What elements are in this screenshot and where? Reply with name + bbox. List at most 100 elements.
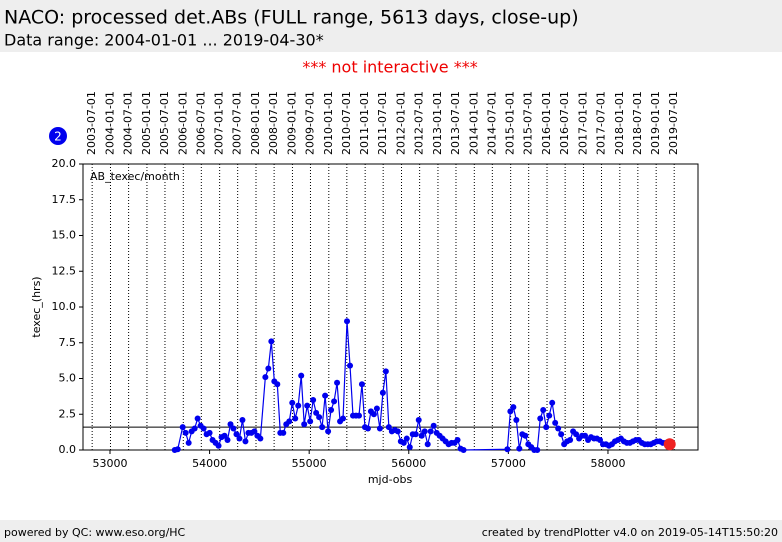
point xyxy=(573,431,580,438)
point xyxy=(206,429,213,436)
top-tick-label: 2009-01-01 xyxy=(285,91,298,155)
point xyxy=(370,411,377,418)
top-tick-label: 2015-07-01 xyxy=(522,91,535,155)
point xyxy=(355,412,362,419)
top-tick-label: 2004-01-01 xyxy=(103,91,116,155)
point xyxy=(516,445,523,452)
subtitle: Data range: 2004-01-01 ... 2019-04-30* xyxy=(4,31,324,50)
header-band xyxy=(0,0,782,52)
y-tick-label: 12.5 xyxy=(52,264,77,277)
footer-band xyxy=(0,520,782,542)
point xyxy=(265,365,272,372)
footer-right: created by trendPlotter v4.0 on 2019-05-… xyxy=(482,526,778,539)
point xyxy=(394,428,401,435)
point xyxy=(280,429,287,436)
point xyxy=(596,436,603,443)
point xyxy=(200,425,207,432)
top-tick-label: 2016-07-01 xyxy=(558,91,571,155)
point xyxy=(385,424,392,431)
x-tick-label: 57000 xyxy=(491,457,526,470)
point xyxy=(400,439,407,446)
top-tick-label: 2014-01-01 xyxy=(467,91,480,155)
point xyxy=(460,447,467,453)
point xyxy=(427,428,434,435)
point xyxy=(543,424,550,431)
point xyxy=(307,418,314,425)
top-tick-label: 2006-07-01 xyxy=(194,91,207,155)
point xyxy=(194,415,201,422)
badge: 2 xyxy=(54,130,62,144)
footer-left: powered by QC: www.eso.org/HC xyxy=(4,526,186,539)
point xyxy=(331,398,338,405)
point xyxy=(274,381,281,388)
title: NACO: processed det.ABs (FULL range, 561… xyxy=(4,7,579,29)
point xyxy=(313,409,320,416)
notice: *** not interactive *** xyxy=(302,58,477,77)
top-tick-label: 2017-07-01 xyxy=(594,91,607,155)
y-tick-label: 17.5 xyxy=(52,193,77,206)
point xyxy=(236,435,243,442)
top-tick-label: 2014-07-01 xyxy=(485,91,498,155)
point xyxy=(322,392,329,399)
x-tick-label: 56000 xyxy=(391,457,426,470)
point xyxy=(379,389,386,396)
point xyxy=(421,428,428,435)
top-tick-label: 2006-01-01 xyxy=(176,91,189,155)
top-tick-label: 2019-07-01 xyxy=(667,91,680,155)
point xyxy=(185,439,192,446)
point xyxy=(424,441,431,448)
point xyxy=(298,372,305,379)
top-tick-label: 2011-01-01 xyxy=(358,91,371,155)
point xyxy=(430,422,437,429)
point xyxy=(534,447,541,453)
point xyxy=(358,381,365,388)
point xyxy=(549,399,556,406)
point xyxy=(507,408,514,415)
point xyxy=(304,402,311,409)
top-tick-label: 2013-01-01 xyxy=(431,91,444,155)
top-tick-label: 2008-07-01 xyxy=(267,91,280,155)
x-tick-label: 54000 xyxy=(192,457,227,470)
x-tick-label: 58000 xyxy=(590,457,625,470)
point xyxy=(510,404,517,411)
point xyxy=(286,418,293,425)
x-axis-label: mjd-obs xyxy=(368,473,413,486)
top-tick-label: 2018-07-01 xyxy=(631,91,644,155)
point xyxy=(221,432,228,439)
point xyxy=(546,412,553,419)
plot-frame xyxy=(82,163,699,451)
point xyxy=(215,442,222,449)
top-tick-label: 2012-01-01 xyxy=(395,91,408,155)
y-tick-label: 15.0 xyxy=(52,229,77,242)
point xyxy=(227,421,234,428)
point xyxy=(242,438,249,445)
top-tick-label: 2009-07-01 xyxy=(303,91,316,155)
top-tick-label: 2015-01-01 xyxy=(504,91,517,155)
point xyxy=(301,421,308,428)
top-tick-label: 2007-01-01 xyxy=(213,91,226,155)
y-tick-label: 20.0 xyxy=(52,157,77,170)
top-tick-label: 2010-07-01 xyxy=(340,91,353,155)
point xyxy=(373,405,380,412)
point xyxy=(316,414,323,421)
point xyxy=(415,416,422,423)
point xyxy=(376,425,383,432)
point xyxy=(364,425,371,432)
x-tick-label: 55000 xyxy=(292,457,327,470)
point xyxy=(537,415,544,422)
point xyxy=(555,425,562,432)
point xyxy=(191,425,198,432)
point xyxy=(540,406,547,413)
point xyxy=(522,432,529,439)
point xyxy=(504,446,511,453)
point xyxy=(328,406,335,413)
top-tick-label: 2008-01-01 xyxy=(249,91,262,155)
point xyxy=(325,428,332,435)
y-tick-label: 10.0 xyxy=(52,300,77,313)
x-tick-label: 53000 xyxy=(92,457,127,470)
series-label: AB_texec/month xyxy=(90,170,180,183)
last-point xyxy=(663,438,676,451)
point xyxy=(412,431,419,438)
y-axis-label: texec_(hrs) xyxy=(30,276,43,337)
top-tick-label: 2019-01-01 xyxy=(649,91,662,155)
